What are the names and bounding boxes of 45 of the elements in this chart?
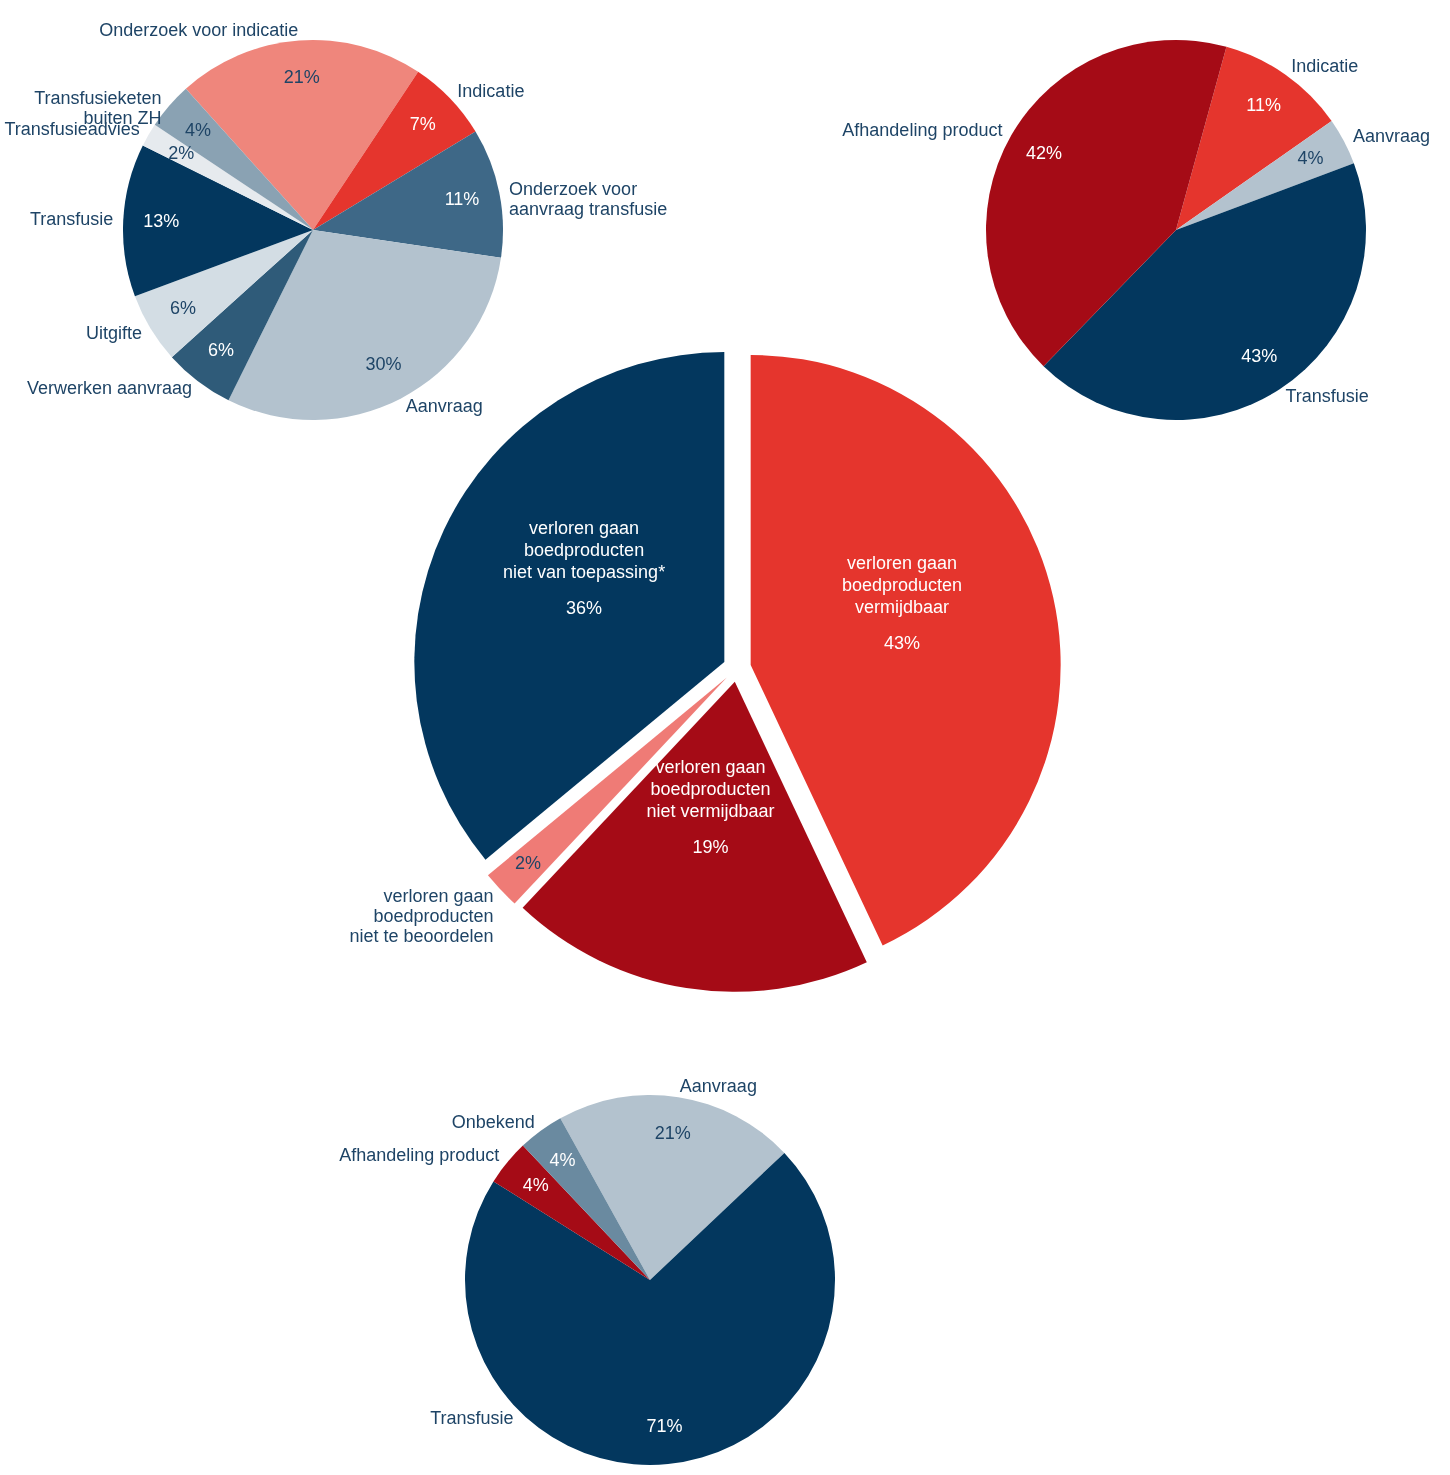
slice-label: Transfusie: [1285, 386, 1369, 407]
pie-slice: [1043, 163, 1366, 420]
data-label: 30%: [365, 353, 402, 374]
data-label: 21%: [654, 1122, 691, 1143]
pie-slice: [123, 145, 313, 297]
data-label: 11%: [1246, 94, 1281, 115]
data-label: 13%: [143, 211, 180, 232]
pie-slice: [313, 131, 503, 258]
data-label: 2%: [514, 853, 541, 874]
data-label: 6%: [208, 340, 235, 361]
slice-label: Afhandeling product: [842, 119, 1003, 140]
slice-label: Aanvraag: [679, 1076, 757, 1097]
data-label: 42%: [1026, 143, 1063, 164]
slice-label: verloren gaan boedproducten niet te beoordelen: [349, 885, 494, 946]
slice-label: Indicatie: [1291, 55, 1359, 76]
data-label: 36%: [566, 598, 603, 619]
data-label: 11%: [444, 188, 480, 209]
slice-label: Transfusie: [29, 208, 114, 229]
data-label: 2%: [168, 143, 195, 163]
data-label: 4%: [522, 1175, 549, 1196]
data-label: 4%: [1297, 148, 1324, 169]
data-label: 19%: [692, 836, 729, 857]
data-label: 43%: [1241, 346, 1278, 367]
slice-label: Aanvraag: [405, 396, 483, 417]
slice-label: Onderzoek voor indicatie: [99, 19, 299, 40]
data-label: 4%: [184, 119, 211, 140]
pie-slice: [142, 124, 313, 230]
slice-label: Uitgifte: [85, 322, 142, 343]
slice-label: Indicatie: [457, 80, 525, 101]
slice-label: Transfusie: [430, 1408, 514, 1429]
slice-label: Aanvraag: [1352, 125, 1430, 146]
slice-label: verloren gaan boedproducten niet van toepassing*: [503, 518, 666, 583]
data-label: 43%: [883, 633, 920, 654]
data-label: 71%: [646, 1416, 683, 1437]
data-label: 7%: [409, 113, 436, 134]
slice-label: verloren gaan boedproducten niet vermijdbaar: [646, 756, 775, 821]
data-label: 21%: [283, 67, 320, 88]
slice-label: Onbekend: [451, 1111, 535, 1132]
slice-label: Afhandeling product: [339, 1145, 500, 1166]
slice-label: Verwerken aanvraag: [26, 378, 193, 399]
slice-label: verloren gaan boedproducten vermijdbaar: [841, 553, 962, 618]
slice-label: Onderzoek voor aanvraag transfusie: [509, 179, 668, 220]
pie-slice: [1176, 121, 1354, 230]
data-label: 4%: [549, 1149, 576, 1170]
data-label: 6%: [169, 297, 196, 318]
